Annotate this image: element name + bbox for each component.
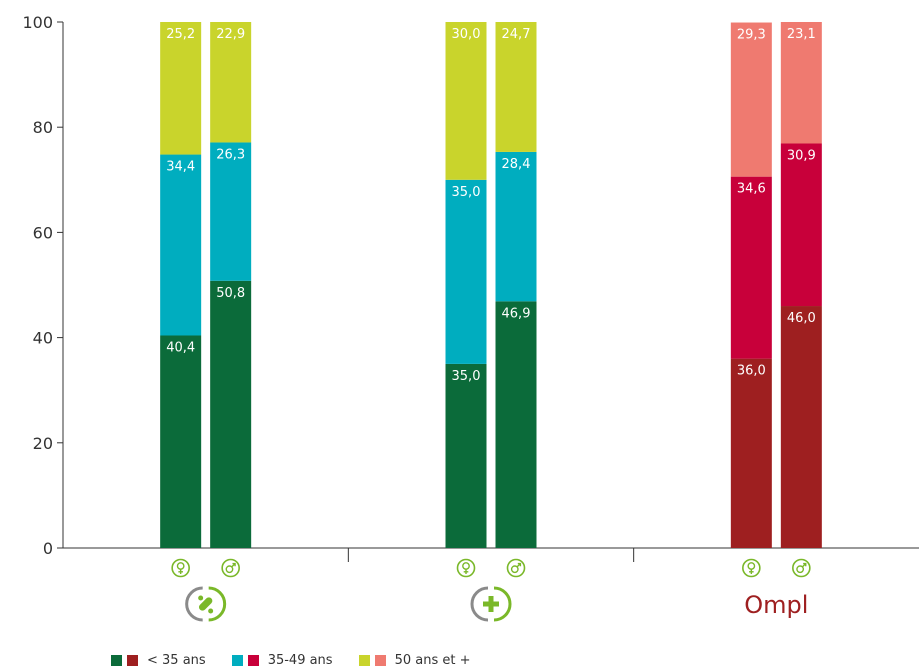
y-tick-label: 100 (22, 13, 53, 32)
data-label: 30,9 (787, 149, 816, 164)
bar-segment-male-2 (495, 151, 537, 302)
ompl-logo-text: Ompl (744, 591, 808, 619)
arc-right (208, 586, 227, 622)
cross-horizontal (483, 601, 499, 607)
bar-segment-male-2 (210, 142, 252, 281)
bar-segment-male-3 (210, 22, 252, 143)
bar-segment-male-3 (780, 22, 822, 144)
data-label: 35,0 (452, 185, 481, 200)
bar-segment-female-3 (445, 22, 487, 180)
pill-dot (198, 595, 204, 601)
legend-swatch-red (247, 654, 259, 666)
bar-segment-female-2 (730, 176, 772, 359)
bar-segment-male-3 (495, 22, 537, 152)
bar-segment-female-1 (445, 363, 487, 548)
mars-ring (510, 565, 519, 574)
mars-ring (225, 565, 234, 574)
data-label: 36,0 (737, 364, 766, 379)
data-label: 24,7 (502, 27, 531, 42)
data-label: 34,6 (737, 182, 766, 197)
legend: < 35 ans 35-49 ans 50 ans et + (111, 652, 496, 668)
mars-arrow-head (232, 562, 236, 567)
y-tick-label: 0 (43, 539, 53, 558)
data-label: 40,4 (166, 340, 195, 355)
female-icon (742, 558, 761, 578)
y-tick-label: 20 (33, 434, 53, 453)
venus-ring (176, 562, 185, 570)
y-tick-label: 40 (33, 329, 53, 348)
bar-segment-female-3 (160, 22, 202, 155)
pill-capsule (198, 597, 213, 611)
bar-segment-female-3 (730, 22, 772, 177)
legend-item-50-plus: 50 ans et + (358, 652, 471, 668)
mars-arrow-head (517, 562, 522, 567)
bar-group-1: 40,4 34,4 25,2 50,8 26,3 22,9 (160, 22, 252, 622)
legend-item-35-49: 35-49 ans (231, 652, 333, 668)
female-icon (456, 558, 476, 578)
male-icon (506, 558, 526, 578)
bar-segment-male-1 (210, 280, 252, 548)
y-tick-label: 60 (33, 223, 53, 242)
arc-left (185, 586, 203, 622)
venus-ring (747, 562, 756, 570)
data-label: 46,9 (502, 306, 531, 321)
female-icon (171, 558, 190, 578)
circle-outline (171, 558, 190, 578)
legend-item-under-35: < 35 ans (111, 653, 206, 668)
circle-outline (456, 558, 476, 578)
data-label: 35,0 (452, 369, 481, 384)
bar-segment-male-1 (780, 306, 822, 548)
bar-group-2: 35,0 35,0 30,0 46,9 28,4 24,7 (445, 22, 537, 622)
legend-swatch-red (127, 654, 138, 666)
ompl-logo: Ompl (744, 591, 808, 619)
bar-segment-female-1 (160, 335, 202, 548)
data-label: 26,3 (216, 147, 245, 162)
data-label: 34,4 (166, 160, 195, 175)
data-label: 46,0 (787, 311, 816, 326)
circle-outline (221, 558, 240, 578)
data-label: 22,9 (216, 27, 245, 42)
venus-ring (462, 562, 470, 570)
mars-ring (796, 565, 805, 574)
legend-swatch-red (374, 654, 386, 666)
mars-arrow-head (803, 562, 807, 567)
circle-outline (742, 558, 761, 578)
arc-left (470, 586, 489, 622)
legend-label: < 35 ans (147, 652, 206, 668)
data-label: 29,3 (737, 28, 766, 43)
bar-segment-male-2 (780, 143, 822, 307)
bar-segment-male-1 (495, 301, 537, 548)
data-label: 28,4 (502, 157, 531, 172)
arc-right (493, 586, 512, 622)
bar-segment-female-2 (160, 154, 202, 336)
data-label: 50,8 (216, 286, 245, 301)
legend-label: 35-49 ans (267, 652, 333, 668)
circle-outline (506, 558, 526, 578)
data-label: 30,0 (452, 27, 481, 42)
data-label: 25,2 (166, 27, 195, 42)
y-tick-label: 80 (33, 118, 53, 137)
bar-segment-female-1 (730, 358, 772, 548)
male-icon (792, 558, 811, 578)
bar-group-3: 36,0 34,6 29,3 46,0 30,9 23,1 Ompl (730, 22, 822, 619)
data-label: 23,1 (787, 27, 816, 42)
legend-swatch-green (231, 654, 243, 666)
pharmacy-cross-icon (470, 586, 512, 622)
bar-segment-female-2 (445, 179, 487, 364)
legend-label: 50 ans et + (394, 652, 471, 668)
legend-swatch-green (111, 654, 122, 666)
male-icon (221, 558, 240, 578)
circle-outline (792, 558, 811, 578)
legend-swatch-green (358, 654, 370, 666)
pharmacist-pills-icon (185, 586, 227, 622)
pill-dot (208, 608, 214, 614)
